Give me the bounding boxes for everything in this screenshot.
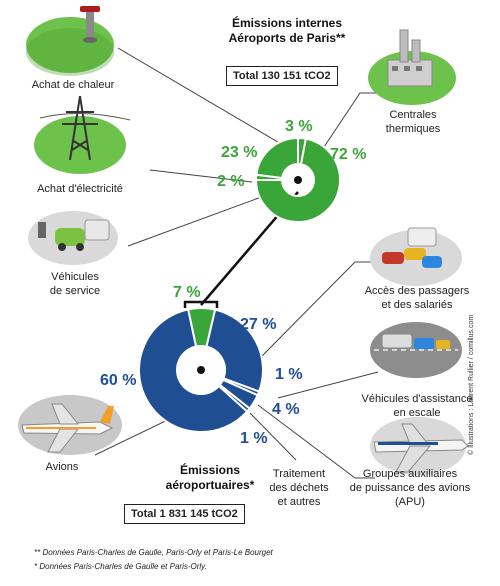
label-vehicules-service-line2: de service: [49, 285, 101, 297]
airport-center-dot: [197, 366, 205, 374]
footnote-1: ** Données Paris-Charles de Gaulle, Pari…: [34, 548, 273, 557]
pct-internal-centrales: 72 %: [330, 146, 367, 163]
label-avions: Avions: [45, 461, 79, 473]
leader-line-chaleur: [117, 47, 289, 149]
airplane-icon: [18, 395, 122, 455]
leader-lines: [94, 47, 379, 479]
donut-airport: [138, 307, 264, 433]
pct-airport-apu: 4 %: [272, 401, 300, 418]
pct-airport-dechets: 1 %: [240, 430, 268, 447]
label-dechets-line2: des déchets: [269, 482, 329, 494]
leader-line-acces: [259, 261, 375, 359]
label-centrales: Centrales thermiques: [368, 108, 458, 136]
label-assistance: Véhicules d'assistance en escale: [352, 392, 482, 420]
label-achat-chaleur: Achat de chaleur: [31, 79, 115, 91]
power-plant-icon: [368, 29, 456, 105]
label-dechets-line1: Traitement: [272, 468, 326, 480]
pct-internal-chaleur: 23 %: [221, 144, 258, 161]
internal-title: Émissions internes Aéroports de Paris**: [222, 16, 352, 46]
pct-airport-avions: 60 %: [100, 372, 137, 389]
internal-total: Total 130 151 tCO2: [226, 66, 338, 86]
leader-line-avions: [94, 414, 179, 456]
internal-segment-3: [255, 136, 299, 180]
label-apu-line3: (APU): [395, 496, 425, 508]
label-centrales-line2: thermiques: [385, 123, 441, 135]
apu-plane-icon: [370, 417, 469, 475]
pct-airport-assistance: 1 %: [275, 366, 303, 383]
pct-airport-internal: 7 %: [173, 284, 201, 301]
internal-title-line1: Émissions internes: [231, 16, 343, 30]
pct-internal-centrale-small: 3 %: [285, 118, 313, 135]
label-apu-line1: Groupes auxiliaires: [362, 468, 458, 480]
donut-internal: [254, 136, 341, 223]
leader-line-apu: [257, 404, 375, 479]
label-vehicules-service-line1: Véhicules: [51, 271, 99, 283]
leader-line-vehicules: [127, 191, 276, 247]
label-acces-line2: et des salariés: [381, 299, 453, 311]
internal-title-line2: Aéroports de Paris**: [228, 31, 346, 45]
airport-title-line1: Émissions: [179, 463, 241, 477]
label-acces-line1: Accès des passagers: [364, 285, 470, 297]
label-apu: Groupes auxiliaires de puissance des avi…: [345, 467, 475, 509]
label-assistance-line2: en escale: [393, 407, 441, 419]
label-acces: Accès des passagers et des salariés: [352, 284, 482, 312]
label-centrales-line1: Centrales: [389, 109, 437, 121]
label-achat-electricite: Achat d'électricité: [37, 183, 123, 195]
heat-pipe-icon: [26, 6, 114, 76]
label-assistance-line1: Véhicules d'assistance: [361, 393, 473, 405]
internal-center-dot: [294, 176, 302, 184]
airport-segment-1: [205, 308, 264, 393]
label-dechets: Traitement des déchets et autres: [262, 467, 336, 509]
footnote-2: * Données Paris-Charles de Gaulle et Par…: [34, 562, 207, 571]
illustration-credit: © Illustrations : Laurent Rullier / comi…: [468, 314, 475, 455]
pct-airport-acces: 27 %: [240, 316, 277, 333]
airport-total: Total 1 831 145 tCO2: [124, 504, 245, 524]
leader-line-assistance: [277, 371, 379, 399]
service-vehicles-icon: [28, 211, 118, 265]
internal-segment-1: [254, 137, 341, 223]
leader-line-electricite: [149, 169, 253, 183]
connector-bracket: [183, 300, 219, 308]
airport-title: Émissions aéroportuaires*: [150, 463, 270, 493]
airport-title-line2: aéroportuaires*: [165, 478, 255, 492]
label-apu-line2: de puissance des avions: [349, 482, 471, 494]
leader-line-centrales: [321, 92, 378, 151]
airport-segment-5: [138, 308, 249, 433]
label-vehicules-service: Véhicules de service: [25, 270, 125, 298]
parked-cars-icon: [370, 227, 462, 286]
pct-internal-electricite: 2 %: [217, 173, 245, 190]
leader-line-dechets: [249, 412, 297, 461]
ground-vehicles-icon: [370, 322, 462, 378]
power-pylon-icon: [34, 95, 131, 174]
label-dechets-line3: et autres: [277, 496, 321, 508]
